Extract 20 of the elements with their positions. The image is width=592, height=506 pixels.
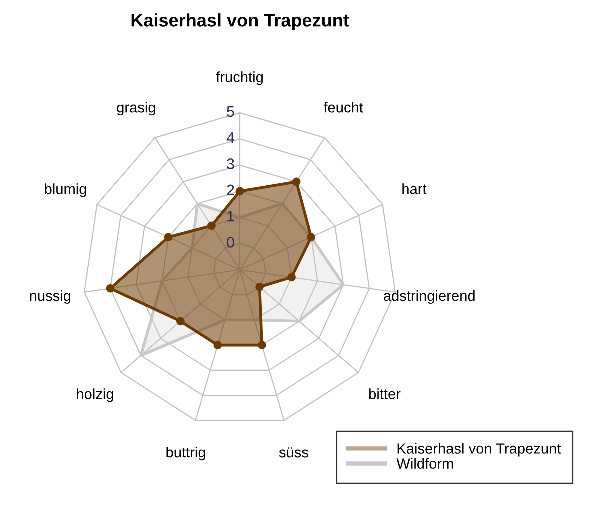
y-tick-label: 3 [227, 158, 234, 170]
spoke-label: feucht [324, 102, 364, 113]
spoke-label: nussig [30, 290, 71, 304]
spoke-label: hart [402, 184, 427, 194]
spoke-label: fruchtig [216, 72, 263, 86]
y-tick-label: 1 [228, 211, 234, 222]
spoke-label: grasig [117, 102, 156, 116]
legend-label: Wildform [396, 458, 454, 469]
spoke-label: adstringierend [384, 290, 475, 304]
y-tick-label: 2 [227, 184, 234, 196]
spoke-label: blumig [45, 184, 86, 198]
spoke-label: holzig [77, 388, 114, 402]
spoke-label: süss [279, 448, 308, 458]
y-tick-label: 0 [227, 237, 234, 248]
spoke-label: buttrig [166, 446, 206, 461]
legend-label: Kaiserhasl von Trapezunt [398, 443, 562, 457]
y-tick-label: 4 [226, 132, 235, 144]
chart-title: Kaiserhasl von Trapezunt [132, 14, 350, 30]
y-tick-label: 5 [227, 106, 234, 118]
spoke-label: bitter [369, 388, 401, 400]
